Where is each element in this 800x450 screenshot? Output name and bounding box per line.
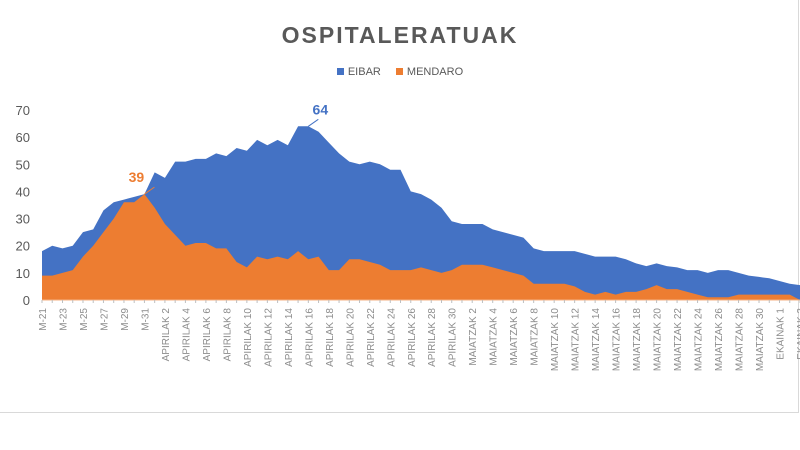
x-tick-label: APIRILAK 30 xyxy=(448,308,459,367)
legend-label-eibar: EIBAR xyxy=(347,66,381,78)
y-tick-label: 20 xyxy=(16,239,30,254)
y-tick-label: 40 xyxy=(16,184,30,199)
x-tick-label: MAIATZAK 4 xyxy=(489,308,500,366)
x-tick-label: APIRILAK 20 xyxy=(345,308,356,367)
x-tick-label: MAIATZAK 12 xyxy=(571,308,582,372)
y-tick-label: 10 xyxy=(16,266,30,281)
x-tick-label: M-27 xyxy=(99,308,110,331)
area-mendaro xyxy=(42,194,800,300)
chart-frame xyxy=(0,0,799,413)
y-tick-label: 30 xyxy=(16,212,30,227)
x-tick-label: MAIATZAK 6 xyxy=(509,308,520,366)
x-tick-label: EKAINAK 1 xyxy=(776,308,787,360)
x-tick-label: APIRILAK 12 xyxy=(263,308,274,367)
x-tick-label: MAIATZAK 18 xyxy=(632,308,643,372)
x-tick-label: APIRILAK 16 xyxy=(304,308,315,367)
data-label-leader xyxy=(308,118,319,127)
x-tick-label: MAIATZAK 24 xyxy=(694,308,705,372)
data-label-eibar: 64 xyxy=(313,101,329,117)
legend-item-eibar: EIBAR xyxy=(336,66,381,78)
y-tick-label: 60 xyxy=(16,130,30,145)
x-tick-label: EKAINAK 3 xyxy=(796,308,800,360)
y-tick-label: 0 xyxy=(23,293,30,308)
chart-title: OSPITALERATUAK xyxy=(281,22,519,48)
x-tick-label: M-31 xyxy=(140,308,151,331)
x-tick-label: MAIATZAK 20 xyxy=(653,308,664,372)
x-tick-label: MAIATZAK 16 xyxy=(612,308,623,372)
x-tick-label: APIRILAK 24 xyxy=(386,308,397,367)
x-tick-label: APIRILAK 14 xyxy=(284,308,295,367)
x-tick-label: APIRILAK 4 xyxy=(181,308,192,362)
legend-swatch-mendaro xyxy=(395,68,403,75)
x-tick-label: APIRILAK 6 xyxy=(202,308,213,362)
legend-swatch-eibar xyxy=(336,68,344,75)
x-tick-label: MAIATZAK 28 xyxy=(735,308,746,372)
x-tick-label: APIRILAK 22 xyxy=(366,308,377,367)
x-tick-label: MAIATZAK 8 xyxy=(530,308,541,366)
x-tick-label: MAIATZAK 10 xyxy=(550,308,561,372)
x-tick-label: MAIATZAK 30 xyxy=(755,308,766,372)
legend-label-mendaro: MENDARO xyxy=(406,66,464,78)
x-tick-label: APIRILAK 8 xyxy=(222,308,233,362)
x-tick-label: APIRILAK 28 xyxy=(427,308,438,367)
x-tick-label: APIRILAK 18 xyxy=(325,308,336,367)
x-tick-label: APIRILAK 2 xyxy=(161,308,172,362)
x-tick-label: MAIATZAK 26 xyxy=(714,308,725,372)
x-tick-label: M-25 xyxy=(79,308,90,331)
x-tick-label: M-21 xyxy=(38,308,49,331)
y-tick-label: 70 xyxy=(16,103,30,118)
legend: EIBAR MENDARO xyxy=(0,66,800,78)
x-tick-label: M-23 xyxy=(58,308,69,331)
x-tick-label: MAIATZAK 14 xyxy=(591,308,602,372)
x-tick-label: M-29 xyxy=(120,308,131,331)
data-label-leader xyxy=(144,186,155,195)
data-label-mendaro: 39 xyxy=(129,169,145,185)
x-tick-label: APIRILAK 10 xyxy=(243,308,254,367)
legend-item-mendaro: MENDARO xyxy=(395,66,464,78)
x-tick-label: APIRILAK 26 xyxy=(407,308,418,367)
y-tick-label: 50 xyxy=(16,157,30,172)
x-tick-label: MAIATZAK 2 xyxy=(468,308,479,366)
x-tick-label: MAIATZAK 22 xyxy=(673,308,684,372)
